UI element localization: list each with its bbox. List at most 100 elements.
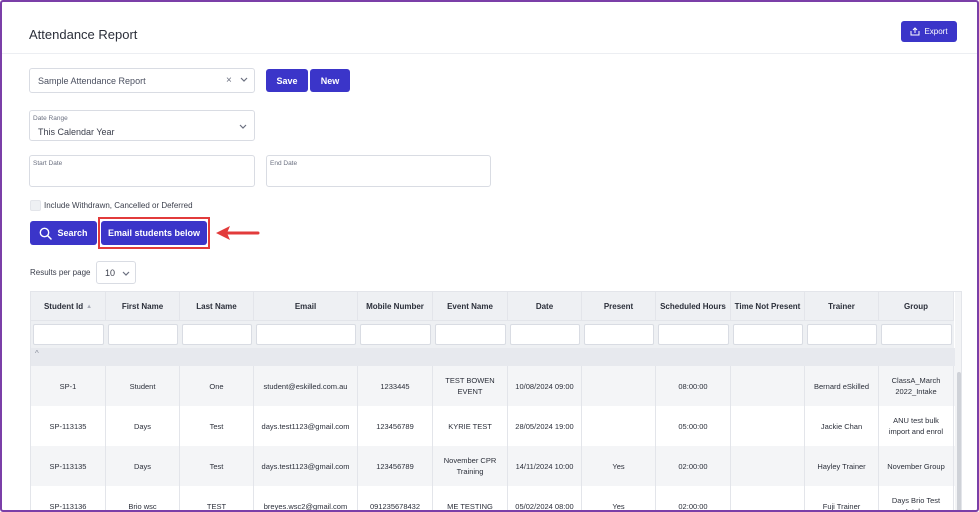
table-cell: 08:00:00 xyxy=(656,366,731,406)
column-header[interactable]: Date xyxy=(508,292,582,321)
column-filter-input[interactable] xyxy=(435,324,506,345)
table-row[interactable]: SP-1 Student One student@eskilled.com.au 123… xyxy=(31,366,955,406)
table-cell: days.test1123@gmail.com xyxy=(254,446,358,486)
table-cell: Yes xyxy=(582,486,656,510)
table-cell: 02:00:00 xyxy=(656,446,731,486)
page-title: Attendance Report xyxy=(29,27,138,42)
column-filter-input[interactable] xyxy=(733,324,803,345)
results-per-page-select[interactable]: 10 xyxy=(96,261,136,284)
table-cell: Days xyxy=(106,406,180,446)
save-button[interactable]: Save xyxy=(266,69,308,92)
column-filter-input[interactable] xyxy=(256,324,356,345)
column-header[interactable]: Event Name xyxy=(433,292,508,321)
table-cell: Test xyxy=(180,446,254,486)
table-row[interactable]: SP-113135 Days Test days.test1123@gmail.com… xyxy=(31,446,955,486)
new-button[interactable]: New xyxy=(310,69,350,92)
search-button[interactable]: Search xyxy=(30,221,97,245)
report-select[interactable]: Sample Attendance Report × xyxy=(29,68,255,93)
scrollbar-thumb[interactable] xyxy=(957,372,961,510)
start-date-field[interactable]: Start Date xyxy=(29,155,255,187)
date-range-label: Date Range xyxy=(33,115,68,122)
column-filter-input[interactable] xyxy=(360,324,431,345)
column-header-label: Trainer xyxy=(828,302,855,311)
export-label: Export xyxy=(924,27,948,36)
search-icon xyxy=(40,227,53,240)
table-cell: Jackie Chan xyxy=(805,406,879,446)
column-filter-input[interactable] xyxy=(807,324,877,345)
column-filter-input[interactable] xyxy=(182,324,252,345)
table-cell: Test xyxy=(180,406,254,446)
clear-icon[interactable]: × xyxy=(226,75,232,86)
table-cell: 10/08/2024 09:00 xyxy=(508,366,582,406)
table-cell: Brio wsc xyxy=(106,486,180,510)
results-per-page-value: 10 xyxy=(105,268,116,278)
column-header[interactable]: Student Id ▲ xyxy=(31,292,106,321)
table-cell: ANU test bulk import and enrol xyxy=(879,406,954,446)
table-cell: breyes.wsc2@gmail.com xyxy=(254,486,358,510)
column-filter-input[interactable] xyxy=(881,324,952,345)
table-cell: TEST BOWEN EVENT xyxy=(433,366,508,406)
group-row[interactable]: ^ xyxy=(31,348,955,366)
table-cell: Days xyxy=(106,446,180,486)
column-header[interactable]: Mobile Number xyxy=(358,292,433,321)
column-header-label: First Name xyxy=(121,302,164,311)
table-cell xyxy=(582,406,656,446)
column-header[interactable]: Time Not Present xyxy=(731,292,805,321)
column-header-label: Group xyxy=(904,302,928,311)
table-cell: Days Brio Test Intake xyxy=(879,486,954,510)
column-header[interactable]: Email xyxy=(254,292,358,321)
column-header[interactable]: Scheduled Hours xyxy=(656,292,731,321)
table-cell: One xyxy=(180,366,254,406)
table-cell: Hayley Trainer xyxy=(805,446,879,486)
column-header[interactable]: First Name xyxy=(106,292,180,321)
end-date-label: End Date xyxy=(270,160,298,167)
column-filter-input[interactable] xyxy=(658,324,729,345)
table-filter-row xyxy=(31,321,954,348)
arrow-left-icon xyxy=(216,226,260,240)
table-cell: days.test1123@gmail.com xyxy=(254,406,358,446)
page-header: Attendance Report Export xyxy=(2,2,977,54)
collapse-caret-icon[interactable]: ^ xyxy=(35,349,39,358)
table-cell: student@eskilled.com.au xyxy=(254,366,358,406)
table-cell: KYRIE TEST xyxy=(433,406,508,446)
export-button[interactable]: Export xyxy=(901,21,957,42)
column-header[interactable]: Present xyxy=(582,292,656,321)
table-row[interactable]: SP-113136 Brio wsc TEST breyes.wsc2@gmail.c… xyxy=(31,486,955,510)
include-withdrawn-label: Include Withdrawn, Cancelled or Deferred xyxy=(44,201,193,210)
table-header-row: Student Id ▲ First Name Last Name Email Mobil… xyxy=(31,292,954,321)
table-cell: 1233445 xyxy=(358,366,433,406)
table-cell: SP-113135 xyxy=(31,446,106,486)
column-filter-input[interactable] xyxy=(584,324,654,345)
attendance-table: Student Id ▲ First Name Last Name Email Mobil… xyxy=(30,291,962,510)
table-cell: November CPR Training xyxy=(433,446,508,486)
email-students-button[interactable]: Email students below xyxy=(101,221,207,245)
column-filter-input[interactable] xyxy=(33,324,104,345)
table-cell: 123456789 xyxy=(358,406,433,446)
table-cell: TEST xyxy=(180,486,254,510)
table-cell xyxy=(731,486,805,510)
table-cell: November Group xyxy=(879,446,954,486)
chevron-down-icon xyxy=(122,271,130,276)
table-cell xyxy=(731,446,805,486)
table-scrollbar[interactable] xyxy=(955,292,961,510)
search-label: Search xyxy=(57,228,88,238)
table-row[interactable]: SP-113135 Days Test days.test1123@gmail.com… xyxy=(31,406,955,446)
date-range-select[interactable]: Date Range This Calendar Year xyxy=(29,110,255,141)
email-highlight-box xyxy=(98,217,210,249)
table-cell: Yes xyxy=(582,446,656,486)
column-header-label: Event Name xyxy=(447,302,493,311)
sort-icon[interactable]: ▲ xyxy=(86,303,93,310)
include-withdrawn-checkbox[interactable] xyxy=(30,200,41,211)
table-cell: SP-113136 xyxy=(31,486,106,510)
column-filter-input[interactable] xyxy=(108,324,178,345)
column-header[interactable]: Last Name xyxy=(180,292,254,321)
end-date-field[interactable]: End Date xyxy=(266,155,491,187)
column-header[interactable]: Group xyxy=(879,292,954,321)
table-cell xyxy=(582,366,656,406)
start-date-label: Start Date xyxy=(33,160,63,167)
date-range-value: This Calendar Year xyxy=(38,127,115,137)
table-cell: 091235678432 xyxy=(358,486,433,510)
column-filter-input[interactable] xyxy=(510,324,580,345)
column-header[interactable]: Trainer xyxy=(805,292,879,321)
table-cell: 14/11/2024 10:00 xyxy=(508,446,582,486)
